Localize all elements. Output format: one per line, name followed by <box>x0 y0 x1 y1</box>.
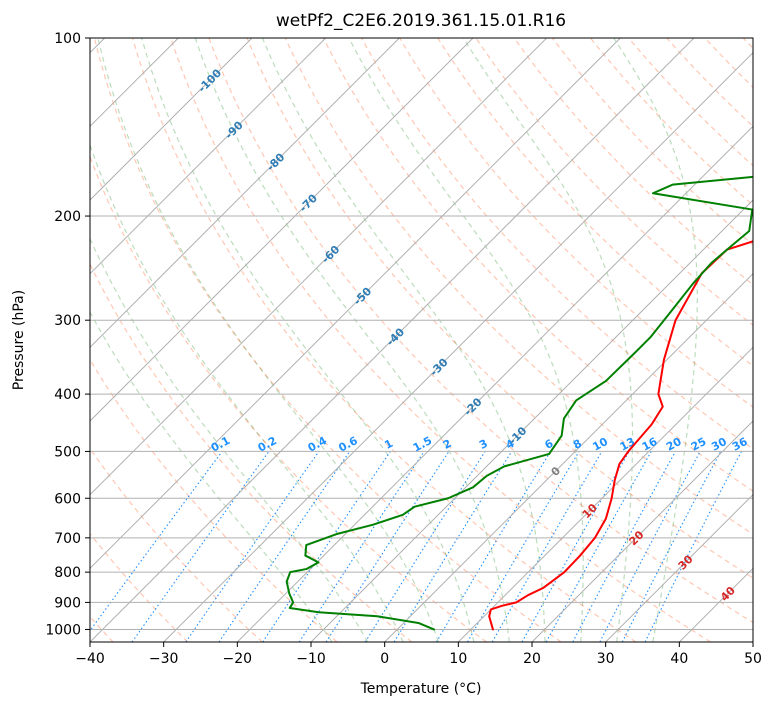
x-tick-label: −10 <box>296 651 326 667</box>
dry-adiabat <box>437 38 753 367</box>
dry-adiabat <box>322 38 753 492</box>
dry-adiabat <box>284 38 753 535</box>
x-tick-label: 30 <box>597 651 615 667</box>
y-tick-label: 600 <box>54 491 81 507</box>
isotherm-gridline <box>90 38 548 496</box>
isotherm-gridline <box>90 38 400 349</box>
isotherm-gridline <box>90 38 621 570</box>
mixing-ratio-label: 10 <box>590 435 610 454</box>
mixing-ratio-label: 20 <box>664 435 684 454</box>
y-tick-label: 800 <box>54 565 81 581</box>
moist-adiabat <box>97 38 440 642</box>
y-tick-label: 700 <box>54 531 81 547</box>
y-tick-label: 500 <box>54 444 81 460</box>
mixing-ratio-line <box>393 451 513 642</box>
mixing-ratio-label: 36 <box>730 435 750 454</box>
mixing-ratio-line <box>572 451 677 642</box>
mixing-ratio-lines <box>90 451 742 642</box>
series-line-green <box>285 175 753 631</box>
dry-adiabat <box>90 262 413 642</box>
chart-title: wetPf2_C2E6.2019.361.15.01.R16 <box>276 11 566 31</box>
isotherm-gridline <box>605 493 753 642</box>
mixing-ratio-line <box>90 451 223 632</box>
moist-adiabat <box>90 143 404 642</box>
isotherm-gridline <box>531 420 753 642</box>
y-axis-label: Pressure (hPa) <box>11 290 27 390</box>
x-tick-label: −30 <box>149 651 179 667</box>
mixing-ratio-line <box>298 451 425 642</box>
moist-adiabat <box>348 38 584 642</box>
isotherm-gridline <box>90 38 253 201</box>
isotherm-gridline <box>457 346 753 642</box>
mixing-ratio-line <box>218 451 351 642</box>
series-line-red <box>488 240 753 631</box>
dry-adiabat <box>399 38 753 408</box>
y-tick-label: 900 <box>54 595 81 611</box>
mixing-ratio-line <box>545 451 652 642</box>
x-axis-ticks: −40 −30 −20 −10 0 10 20 30 40 50 <box>75 642 762 667</box>
isotherm-gridline <box>310 199 753 642</box>
isotherm-gridline <box>163 51 753 642</box>
y-tick-label: 1000 <box>45 622 81 638</box>
y-tick-label: 100 <box>54 31 81 47</box>
dry-adiabat <box>90 532 189 642</box>
x-tick-label: 10 <box>449 651 467 667</box>
mixing-ratio-line <box>185 451 320 642</box>
x-tick-label: 50 <box>744 651 762 667</box>
dry-adiabat <box>246 38 753 579</box>
isotherm-gridline <box>90 38 327 275</box>
dry-adiabat <box>90 358 338 642</box>
dry-adiabat <box>132 38 637 642</box>
dry-adiabat <box>208 38 753 624</box>
profile-series <box>285 175 753 631</box>
y-tick-label: 400 <box>54 387 81 403</box>
moist-adiabat <box>90 237 369 642</box>
plot-frame <box>89 37 754 643</box>
mixing-ratio-label: 25 <box>689 435 709 454</box>
moist-adiabat <box>261 38 546 642</box>
mixing-ratio-line <box>262 451 391 642</box>
y-axis-ticks: 100 200 300 400 500 600 700 800 900 1000 <box>45 31 90 638</box>
y-tick-label: 200 <box>54 209 81 225</box>
mixing-ratio-label: 16 <box>640 435 660 454</box>
mixing-ratio-line <box>644 451 742 642</box>
x-axis-label: Temperature (°C) <box>360 681 482 697</box>
x-tick-label: 0 <box>380 651 389 667</box>
mixing-ratio-line <box>621 451 722 642</box>
isotherm-gridline <box>90 38 695 642</box>
mixing-ratio-label: 30 <box>709 435 729 454</box>
dry-adiabat <box>93 38 562 642</box>
isotherm-gridline <box>236 125 753 642</box>
isotherm-gridline <box>384 272 753 642</box>
mixing-ratio-line <box>521 451 630 642</box>
mixing-ratio-line <box>325 451 450 642</box>
mixing-ratio-label: 13 <box>618 435 638 454</box>
grid-lines <box>90 38 753 642</box>
moist-adiabat <box>141 38 475 642</box>
x-tick-label: −20 <box>223 651 253 667</box>
isotherm-gridline <box>90 38 474 422</box>
x-tick-label: 40 <box>670 651 688 667</box>
y-tick-label: 300 <box>54 313 81 329</box>
x-tick-label: −40 <box>75 651 105 667</box>
x-tick-label: 20 <box>523 651 541 667</box>
